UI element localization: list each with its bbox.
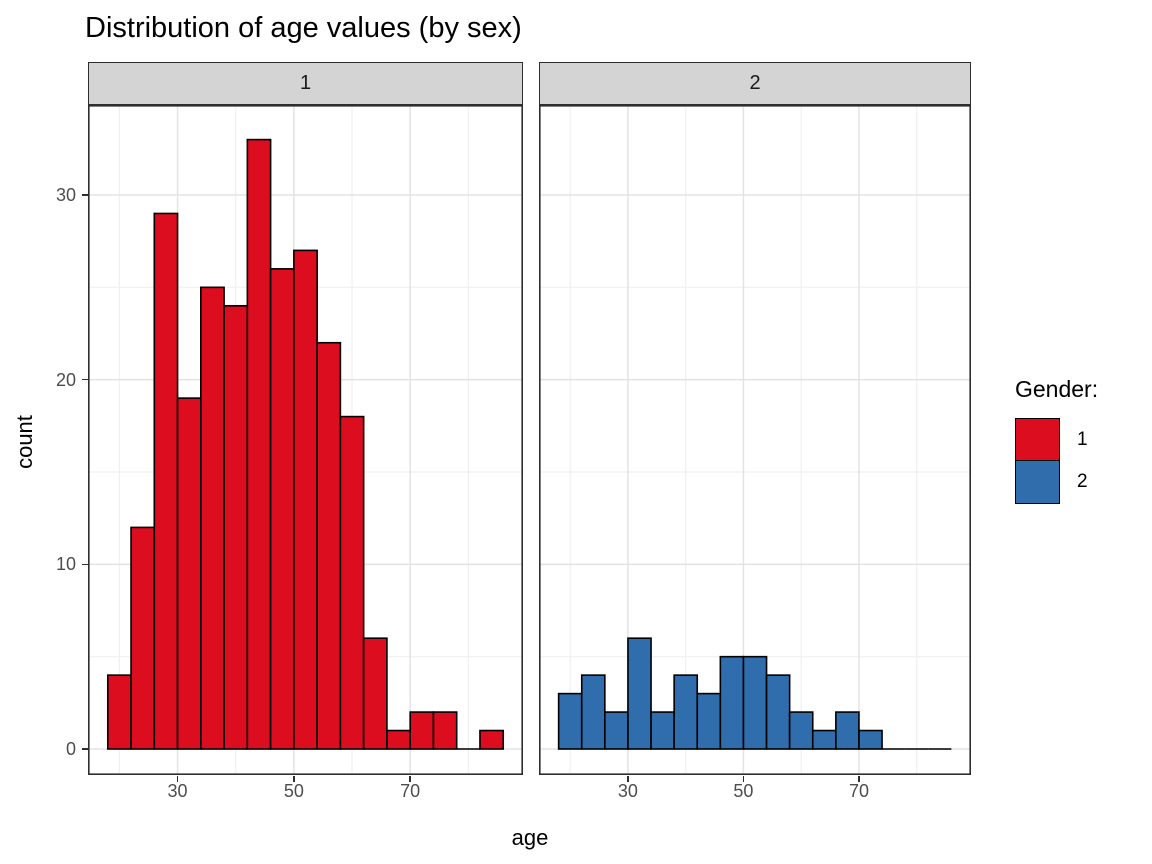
x-axis-title: age: [511, 825, 549, 850]
histogram-bar: [316, 341, 342, 750]
histogram-bar: [339, 415, 365, 750]
panel-border: [539, 105, 971, 775]
histogram-bar: [742, 655, 768, 750]
y-tick-label: 10: [55, 554, 76, 575]
legend: Gender: 1 2: [1015, 376, 1098, 504]
histogram-bar: [409, 711, 435, 750]
histogram-bar: [835, 711, 860, 750]
legend-key-label: 2: [1077, 471, 1088, 492]
histogram-bar: [696, 692, 722, 750]
histogram-bar: [269, 268, 295, 750]
y-tick-label: 0: [65, 739, 76, 759]
histogram-bar: [580, 674, 606, 750]
x-tick-label: 30: [167, 781, 188, 801]
histogram-bar: [176, 397, 202, 750]
x-tick-label: 30: [617, 781, 638, 801]
legend-key-1: 1: [1015, 418, 1098, 462]
legend-key-label: 1: [1077, 429, 1088, 450]
histogram-bar: [200, 286, 225, 750]
histogram-bar: [223, 304, 249, 750]
x-tick-label: 70: [848, 781, 869, 801]
x-tick-mark: [742, 776, 745, 782]
facet-panel-2: [539, 105, 971, 775]
histogram-bar: [386, 729, 411, 750]
y-tick-label: 30: [55, 184, 76, 205]
histogram-bar: [293, 249, 318, 750]
legend-key-2: 2: [1015, 460, 1098, 504]
facet-strip-1: 1: [88, 62, 523, 105]
histogram-bar: [479, 729, 505, 750]
y-tick-mark: [82, 194, 88, 196]
histogram-bar: [788, 711, 814, 750]
legend-swatch-blue: [1015, 460, 1060, 504]
histogram-bar: [362, 637, 388, 750]
histogram-facet-2: [539, 105, 971, 775]
y-tick-mark: [82, 563, 88, 566]
facet-strip-2: 2: [539, 62, 971, 105]
x-tick-mark: [409, 776, 411, 782]
histogram-bar: [811, 729, 837, 750]
x-tick-label: 50: [733, 781, 754, 801]
histogram-bar: [432, 711, 458, 750]
y-tick-mark: [82, 378, 88, 381]
y-axis-title: count: [12, 415, 37, 469]
histogram-bar: [765, 674, 791, 750]
y-tick-mark: [82, 748, 88, 750]
histogram-bar: [604, 711, 629, 750]
histogram-bar: [246, 138, 272, 750]
plot-title: Distribution of age values (by sex): [85, 12, 522, 44]
x-tick-mark: [858, 776, 860, 782]
x-tick-mark: [176, 776, 179, 782]
histogram-bar: [130, 526, 156, 750]
histogram-bar: [106, 674, 132, 750]
y-tick-label: 20: [55, 369, 76, 390]
facet-panel-1: [88, 105, 523, 775]
histogram-bar: [719, 655, 745, 750]
histogram-facet-1: [88, 105, 523, 775]
histogram-bar: [557, 692, 583, 750]
facet-strip-label: 2: [749, 72, 761, 94]
histogram-bar: [650, 711, 675, 750]
x-tick-mark: [293, 776, 295, 782]
x-tick-label: 50: [283, 781, 304, 801]
x-tick-label: 70: [400, 781, 421, 801]
histogram-bar: [858, 729, 883, 750]
histogram-bar: [153, 212, 179, 750]
legend-title: Gender:: [1015, 376, 1099, 402]
x-tick-mark: [627, 776, 629, 782]
histogram-bar: [627, 637, 652, 750]
panel-border: [88, 105, 523, 775]
legend-swatch-red: [1015, 418, 1060, 462]
facet-strip-label: 1: [299, 72, 312, 94]
histogram-bar: [673, 674, 699, 750]
